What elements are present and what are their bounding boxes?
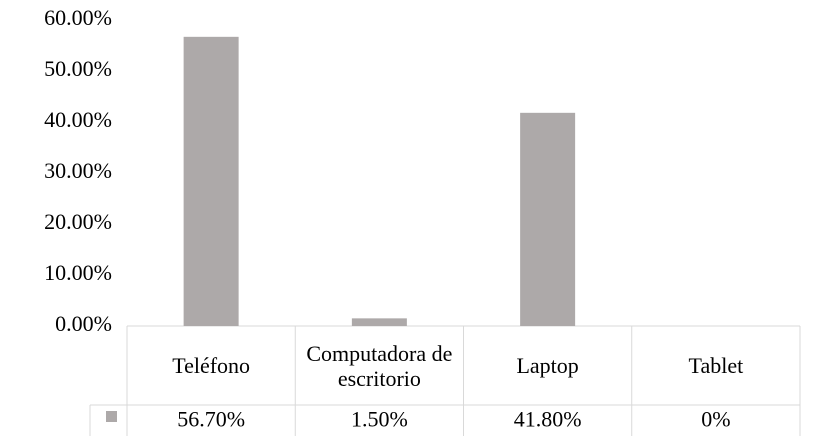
category-cell: Tablet bbox=[688, 353, 744, 378]
x-tick-label: Tablet bbox=[688, 353, 744, 378]
y-tick-label: 10.00% bbox=[44, 260, 112, 285]
bar bbox=[520, 112, 576, 326]
y-tick-label: 40.00% bbox=[44, 107, 112, 132]
y-tick-label: 30.00% bbox=[44, 158, 112, 183]
category-cell: Computadora de escritorio bbox=[306, 340, 453, 391]
y-tick-label: 0.00% bbox=[55, 311, 112, 336]
legend-key bbox=[106, 411, 117, 422]
data-label: 0% bbox=[701, 407, 730, 432]
y-tick-label: 60.00% bbox=[44, 5, 112, 30]
y-tick-label: 20.00% bbox=[44, 209, 112, 234]
x-tick-label: Laptop bbox=[516, 353, 579, 378]
data-label: 56.70% bbox=[177, 407, 245, 432]
y-tick-label: 50.00% bbox=[44, 56, 112, 81]
x-tick-label: Teléfono bbox=[172, 353, 251, 378]
x-tick-label: Computadora de escritorio bbox=[306, 340, 453, 391]
data-label: 1.50% bbox=[351, 407, 408, 432]
category-cell: Laptop bbox=[516, 353, 579, 378]
data-label: 41.80% bbox=[514, 407, 582, 432]
bar bbox=[351, 318, 407, 326]
category-cell: Teléfono bbox=[172, 353, 251, 378]
bar bbox=[183, 36, 239, 327]
